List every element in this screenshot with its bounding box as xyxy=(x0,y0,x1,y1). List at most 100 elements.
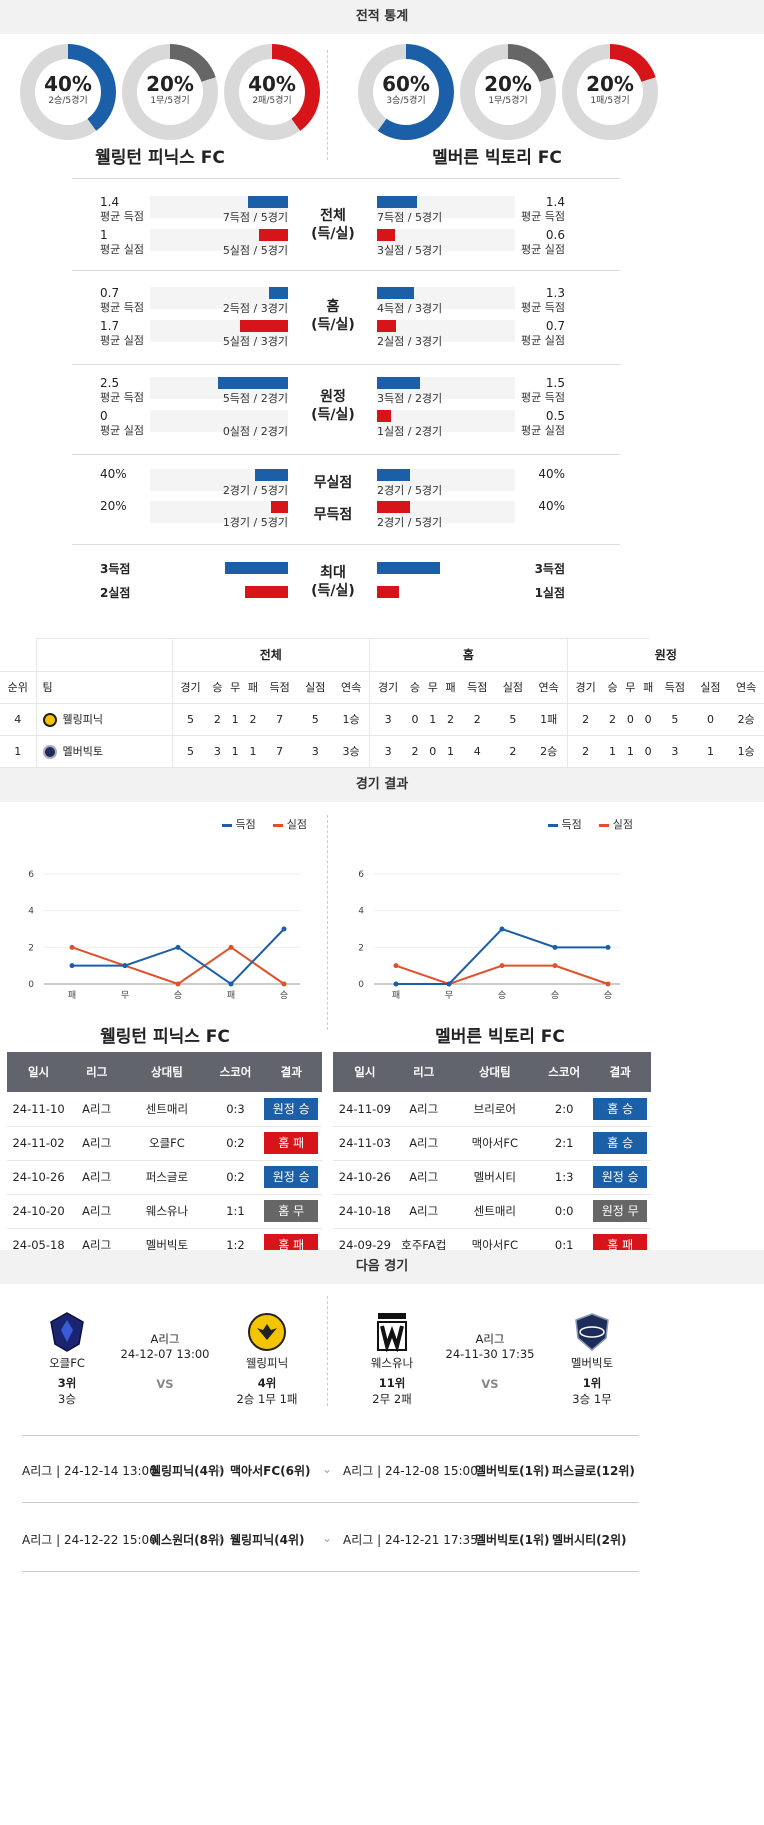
standings-cell: 5 xyxy=(509,712,517,726)
away-stat-caption: 3득점 / 2경기 xyxy=(377,392,443,405)
result-score: 1:1 xyxy=(210,1194,261,1229)
next-away-team: 웰링피닉 4위 2승 1무 1패 xyxy=(222,1312,312,1407)
result-score: 2:0 xyxy=(538,1092,590,1127)
home-form-chart: 0 2 4 6 패 무 승 패 승 xyxy=(28,870,300,1001)
match-league: A리그 xyxy=(475,1332,505,1346)
result-row: 24-10-18 A리그 센트매리 0:0 원정 무 xyxy=(333,1194,651,1229)
expand-chevron-icon[interactable]: ⌄ xyxy=(322,1531,333,1545)
scored-point xyxy=(122,963,128,969)
standings-row: 1 멜버빅토 5 3 1 1 7 3 3승 3 2 0 1 4 2 2승 2 1 1 0 3 1 1승 xyxy=(0,735,764,767)
upcoming-left-team2: 맥아서FC(6위) xyxy=(230,1464,311,1478)
home-stat-value: 0.7 xyxy=(100,286,120,300)
result-league: A리그 xyxy=(396,1092,451,1127)
match-datetime: 24-11-30 17:35 xyxy=(445,1347,535,1361)
result-league: A리그 xyxy=(70,1160,124,1195)
away-stat-bar xyxy=(377,320,396,332)
standings-cell: 0 xyxy=(644,712,652,726)
away-stat-bar xyxy=(377,196,417,208)
standings-cell: 7 xyxy=(276,712,284,726)
standings-cell: 2 xyxy=(509,744,517,758)
y-tick-label: 2 xyxy=(358,943,364,953)
standings-cell: 3 xyxy=(369,703,407,735)
standings-cell: 3 xyxy=(311,744,319,758)
conceded-point xyxy=(552,963,558,969)
home-max-value: 3득점 xyxy=(100,562,131,576)
home-stat-bar xyxy=(218,377,288,389)
home-stat-value: 1 xyxy=(100,228,108,242)
away-stat-label: 평균 득점 xyxy=(521,391,565,404)
team-cell: 멜버빅토 xyxy=(35,735,172,767)
clean-center-label: 무실점 xyxy=(313,475,353,491)
result-date: 24-10-18 xyxy=(333,1194,397,1229)
home-stat-bar xyxy=(269,287,288,299)
home-max-bar xyxy=(225,562,288,574)
scored-series-line xyxy=(72,928,285,986)
result-score: 0:0 xyxy=(538,1194,590,1229)
standings-cell: 2 xyxy=(447,712,455,726)
upcoming-right-team2: 멜버시티(2위) xyxy=(552,1533,627,1547)
results-header: 결과 xyxy=(260,1052,322,1092)
home-max-value: 2실점 xyxy=(100,586,131,600)
vs-icon: ▿ xyxy=(216,1462,223,1476)
home-stat-caption: 5실점 / 5경기 xyxy=(222,244,288,257)
standings-cell: 0 xyxy=(626,712,634,726)
standings-header: 무 xyxy=(230,681,241,694)
stat-center-label: 홈 (득/실) xyxy=(288,298,378,334)
team-name: 멜버빅토 xyxy=(62,745,103,758)
wellington-phoenix-logo-icon xyxy=(248,1313,286,1351)
legend-conceded-swatch xyxy=(599,823,610,827)
center-line-1: 원정 xyxy=(320,389,346,405)
team-name: 웰링피닉 xyxy=(245,1356,289,1370)
standings-cell: 1 xyxy=(609,744,617,758)
away-stat-bar xyxy=(377,410,391,422)
standings-header: 득점 xyxy=(269,681,290,694)
result-league: A리그 xyxy=(396,1194,451,1229)
result-badge: 원정 승 xyxy=(593,1166,648,1188)
result-row: 24-11-02 A리그 오클FC 0:2 홈 패 xyxy=(7,1126,322,1161)
next-match-info: A리그 24-12-07 13:00 VS xyxy=(120,1331,210,1391)
standings-cell: 5 xyxy=(171,735,209,767)
standings-header: 실점 xyxy=(700,681,721,694)
home-donut-1: 40% 2승/5경기 xyxy=(20,44,116,140)
team-rank: 4위 xyxy=(257,1376,277,1390)
away-max-bar xyxy=(377,562,440,574)
standings-cell: 0 xyxy=(411,712,419,726)
standings-cell: 3 xyxy=(671,744,679,758)
standings-cell: 1승 xyxy=(342,713,360,726)
home-stat-caption: 0실점 / 2경기 xyxy=(222,425,288,438)
home-stat-label: 평균 실점 xyxy=(100,334,144,347)
result-row: 24-11-10 A리그 센트매리 0:3 원정 승 xyxy=(7,1092,322,1127)
upcoming-left-team2: 웰링피닉(4위) xyxy=(230,1533,305,1547)
standings-cell: 3승 xyxy=(342,745,360,758)
x-tick-label: 승 xyxy=(604,990,612,1001)
away-stat-label: 평균 실점 xyxy=(521,334,565,347)
home-clean-caption: 2경기 / 5경기 xyxy=(222,484,288,497)
away-results-table: 일시 리그 상대팀 스코어 결과 24-11-09 A리그 브리로어 2:0 홈 승 2… xyxy=(333,1052,651,1263)
home-stat-caption: 5실점 / 3경기 xyxy=(222,335,288,348)
away-stat-bar xyxy=(377,377,420,389)
y-tick-label: 0 xyxy=(358,980,364,990)
standings-header: 패 xyxy=(445,681,456,694)
team-name: 오클FC xyxy=(49,1356,85,1370)
y-tick-label: 6 xyxy=(358,870,364,880)
standings-cell: 0 xyxy=(706,712,714,726)
away-stat-label: 평균 득점 xyxy=(521,210,565,223)
away-clean-value: 40% xyxy=(538,499,565,513)
team-record: 3승 1무 xyxy=(572,1392,612,1406)
home-stat-value: 0 xyxy=(100,409,108,423)
upcoming-left-team1: 웰링피닉(4위) xyxy=(150,1464,225,1478)
legend-scored: 득점 xyxy=(235,818,256,831)
stat-center-label: 원정 (득/실) xyxy=(288,388,378,424)
standings-header: 팀 xyxy=(35,671,172,703)
expand-chevron-icon[interactable]: ⌄ xyxy=(322,1462,333,1476)
standings-header: 경기 xyxy=(171,671,209,703)
standings-cell: 2 xyxy=(566,735,604,767)
away-stat-caption: 2실점 / 3경기 xyxy=(377,335,443,348)
donut-percent: 40% xyxy=(248,72,296,96)
standings-header: 승 xyxy=(409,681,421,694)
standings-cell: 3 xyxy=(369,735,407,767)
home-stat-label: 평균 득점 xyxy=(100,301,144,314)
result-badge: 원정 무 xyxy=(593,1200,648,1222)
away-stat-value: 1.3 xyxy=(545,286,565,300)
standings-cell: 1승 xyxy=(737,745,755,758)
